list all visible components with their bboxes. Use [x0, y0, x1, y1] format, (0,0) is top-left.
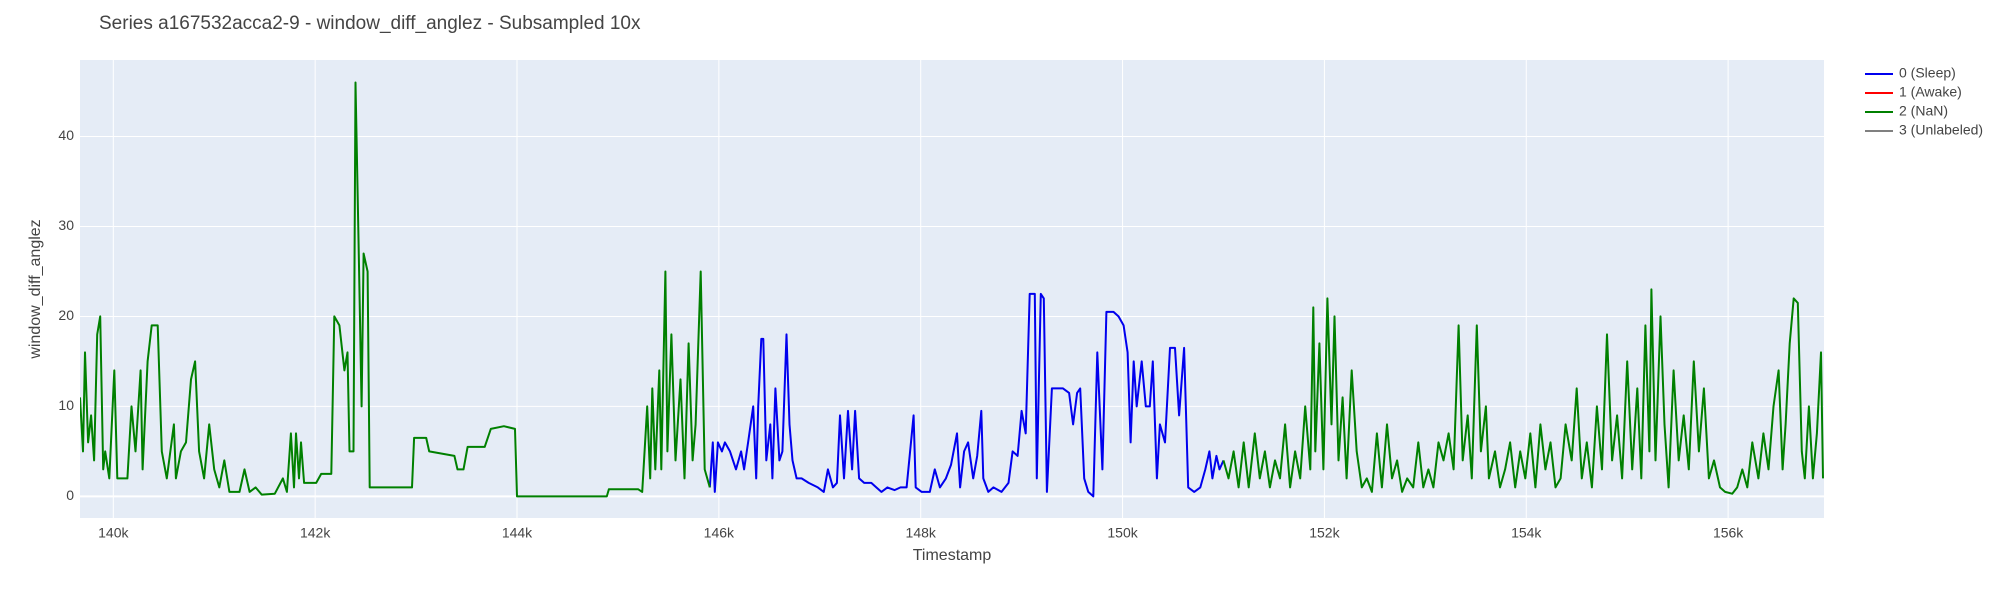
- x-axis-title: Timestamp: [913, 547, 992, 564]
- y-axis-title: window_diff_anglez: [27, 219, 44, 359]
- x-tick-label: 146k: [704, 525, 735, 541]
- legend-label: 3 (Unlabeled): [1899, 122, 1983, 138]
- x-tick-label: 140k: [98, 525, 129, 541]
- x-tick-label: 154k: [1511, 525, 1542, 541]
- y-tick-label: 10: [58, 397, 74, 413]
- x-tick-label: 144k: [502, 525, 533, 541]
- legend-label: 2 (NaN): [1899, 103, 1948, 119]
- x-tick-label: 156k: [1713, 525, 1744, 541]
- x-tick-label: 148k: [906, 525, 937, 541]
- plot-lines: [80, 81, 1824, 498]
- legend-label: 1 (Awake): [1899, 84, 1962, 100]
- x-tick-label: 150k: [1107, 525, 1138, 541]
- x-tick-label: 142k: [300, 525, 331, 541]
- x-tick-label: 152k: [1309, 525, 1340, 541]
- series-line: [708, 292, 1225, 498]
- chart-title: Series a167532acca2-9 - window_diff_angl…: [99, 13, 641, 34]
- y-tick-label: 0: [66, 487, 74, 503]
- y-tick-label: 20: [58, 307, 74, 323]
- y-tick-label: 40: [58, 127, 74, 143]
- y-tick-label: 30: [58, 217, 74, 233]
- legend-label: 0 (Sleep): [1899, 65, 1956, 81]
- series-line: [80, 81, 1824, 498]
